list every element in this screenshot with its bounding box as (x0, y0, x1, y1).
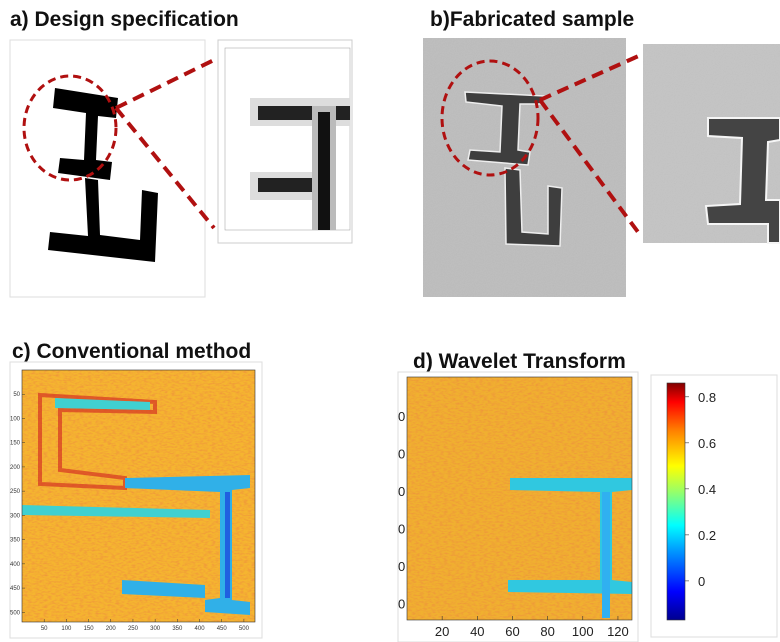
x-tick-label: 100 (572, 624, 594, 639)
x-tick-label: 50 (41, 626, 48, 632)
y-tick-label: 450 (10, 586, 21, 592)
colorbar-tick-label: 0.4 (698, 482, 716, 497)
y-tick-label: 50 (13, 392, 20, 398)
y-tick-label: 300 (10, 513, 21, 519)
x-tick-label: 20 (435, 624, 449, 639)
panel-title: c) Conventional method (12, 340, 251, 363)
x-tick-label: 450 (217, 626, 228, 632)
y-tick-label: 0 (398, 409, 405, 424)
x-tick-label: 120 (607, 624, 629, 639)
y-tick-label: 500 (10, 610, 21, 616)
y-tick-label: 200 (10, 465, 21, 471)
y-tick-label: 100 (10, 416, 21, 422)
x-tick-label: 100 (61, 626, 72, 632)
pixel-bar (318, 112, 330, 230)
y-tick-label: 0 (398, 484, 405, 499)
colorbar-tick-label: 0.2 (698, 528, 716, 543)
x-tick-label: 400 (195, 626, 206, 632)
y-tick-label: 0 (398, 447, 405, 462)
x-tick-label: 200 (106, 626, 117, 632)
colorbar-tick-label: 0.6 (698, 436, 716, 451)
x-tick-label: 250 (128, 626, 139, 632)
x-tick-label: 60 (505, 624, 519, 639)
y-tick-label: 350 (10, 538, 21, 544)
figure: a) Design specification b)Fabricated sam… (0, 0, 780, 642)
y-tick-label: 400 (10, 562, 21, 568)
y-tick-label: 0 (398, 522, 405, 537)
x-tick-label: 500 (239, 626, 250, 632)
panel-title: d) Wavelet Transform (413, 350, 626, 373)
x-tick-label: 300 (150, 626, 161, 632)
x-tick-label: 80 (540, 624, 554, 639)
x-tick-label: 40 (470, 624, 484, 639)
y-tick-label: 150 (10, 441, 21, 447)
x-tick-label: 150 (84, 626, 95, 632)
heatmap-low (225, 492, 230, 598)
pixel-bar (258, 106, 350, 120)
colorbar-tick-label: 0.8 (698, 390, 716, 405)
y-tick-label: 0 (398, 559, 405, 574)
panel-title: a) Design specification (10, 8, 239, 31)
heatmap-low (602, 492, 610, 618)
colorbar (667, 383, 685, 620)
panel-title: b)Fabricated sample (430, 8, 634, 31)
colorbar-tick-label: 0 (698, 574, 705, 589)
y-tick-label: 0 (398, 597, 405, 612)
x-tick-label: 350 (172, 626, 183, 632)
y-tick-label: 250 (10, 489, 21, 495)
